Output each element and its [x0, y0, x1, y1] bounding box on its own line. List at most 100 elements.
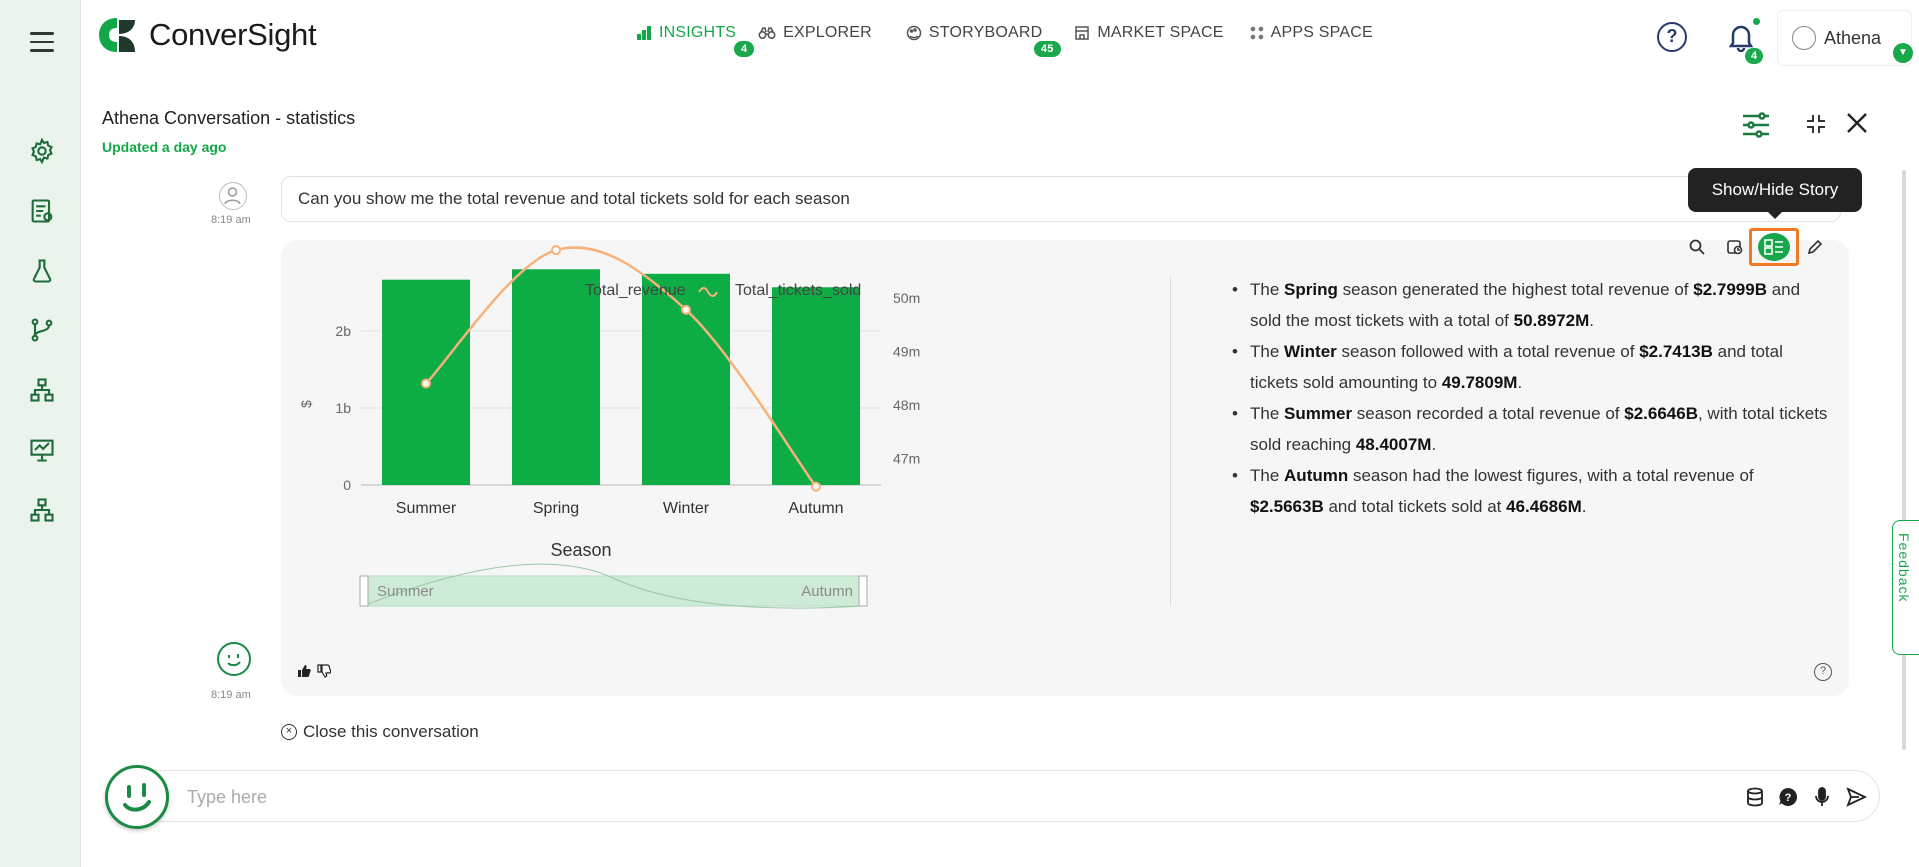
y2-tick-label: 48m	[893, 397, 920, 413]
story-highlight: 46.4686M	[1506, 497, 1582, 516]
question-time: 8:19 am	[211, 214, 251, 226]
chat-input[interactable]	[187, 783, 1687, 811]
hierarchy-icon[interactable]	[28, 376, 56, 404]
presentation-icon[interactable]	[28, 436, 56, 464]
close-conversation-label: Close this conversation	[303, 722, 479, 741]
nav-badge: 45	[1033, 41, 1061, 57]
chat-input-bar	[110, 770, 1880, 822]
story-text: season followed with a total revenue of	[1336, 342, 1640, 361]
binoculars-icon	[758, 27, 776, 40]
x-axis-label: Season	[550, 540, 611, 560]
story-item: The Spring season generated the highest …	[1232, 274, 1832, 336]
story-text: The	[1250, 466, 1285, 485]
story-text: season had the lowest figures, with a to…	[1348, 466, 1754, 485]
help-circle-icon[interactable]: ?	[1814, 663, 1832, 681]
story-highlight: Autumn	[1284, 466, 1349, 485]
nav-apps-space[interactable]: APPS SPACE	[1250, 24, 1373, 42]
story-item: The Winter season followed with a total …	[1232, 336, 1832, 398]
story-highlight: Summer	[1284, 404, 1353, 423]
feedback-tab[interactable]: Feedback	[1892, 520, 1919, 655]
bar-spring	[512, 269, 600, 485]
nav-badge: 4	[734, 41, 755, 57]
assistant-logo-icon[interactable]	[105, 765, 169, 829]
story-highlight: Winter	[1284, 342, 1337, 361]
nav-label: INSIGHTS	[659, 24, 737, 41]
story-list: The Spring season generated the highest …	[1232, 274, 1832, 522]
y-tick-label: 0	[343, 477, 351, 493]
send-icon[interactable]	[1845, 786, 1867, 808]
org-chart-icon[interactable]	[28, 496, 56, 524]
top-bar: ConverSight INSIGHTS 4 EXPLORER STORYBOA…	[81, 0, 1919, 80]
show-hide-story-button[interactable]	[1749, 228, 1799, 266]
legend-swatch-tickets	[698, 287, 718, 297]
nav-insights[interactable]: INSIGHTS 4	[636, 24, 755, 57]
question-chat-icon[interactable]: ?	[1777, 786, 1799, 808]
grid-icon	[1250, 26, 1263, 40]
legend-label-revenue: Total_revenue	[585, 282, 686, 299]
thumbs-down-icon[interactable]	[317, 664, 331, 678]
nav-storyboard[interactable]: STORYBOARD 45	[906, 24, 1061, 57]
nav-label: EXPLORER	[783, 24, 872, 41]
brand-logo[interactable]: ConverSight	[95, 14, 317, 56]
flask-icon[interactable]	[28, 257, 56, 285]
range-slider-handle-right	[858, 575, 868, 607]
story-text: The	[1250, 280, 1285, 299]
database-icon[interactable]	[1744, 786, 1766, 808]
user-avatar-icon	[219, 182, 247, 210]
story-panel: The Spring season generated the highest …	[1232, 274, 1832, 522]
tickets-point-autumn	[811, 481, 821, 492]
x-tick-label: Autumn	[788, 500, 843, 517]
story-item: The Summer season recorded a total reven…	[1232, 398, 1832, 460]
conversight-logo-icon	[99, 18, 135, 52]
tickets-point-summer	[421, 378, 431, 389]
notification-button[interactable]: 4	[1727, 18, 1764, 64]
chevron-down-icon[interactable]: ▼	[1893, 43, 1913, 63]
range-slider-handle-left	[359, 575, 369, 607]
y-tick-label: 2b	[335, 323, 351, 339]
story-text: .	[1431, 435, 1437, 454]
edit-pencil-icon[interactable]	[1800, 232, 1830, 262]
story-text: The	[1250, 342, 1285, 361]
story-text: The	[1250, 404, 1285, 423]
report-icon[interactable]	[28, 197, 56, 225]
minimize-icon[interactable]	[1805, 113, 1827, 135]
close-conversation-link[interactable]: × Close this conversation	[281, 722, 479, 742]
y2-tick-label: 50m	[893, 290, 920, 306]
branch-icon[interactable]	[28, 316, 56, 344]
story-highlight: 49.7809M	[1441, 373, 1518, 392]
search-icon[interactable]	[1682, 232, 1712, 262]
main-nav: INSIGHTS 4 EXPLORER STORYBOARD 45 MARKET…	[636, 24, 1395, 57]
legend-swatch-revenue	[563, 285, 573, 295]
story-text: season generated the highest total reven…	[1337, 280, 1694, 299]
y2-tick-label: 47m	[893, 450, 920, 466]
help-button[interactable]: ?	[1657, 22, 1687, 52]
scrollbar[interactable]	[1902, 170, 1906, 750]
nav-explorer[interactable]: EXPLORER	[758, 24, 872, 42]
question-bubble: Can you show me the total revenue and to…	[281, 176, 1841, 222]
story-text: and total tickets sold at	[1323, 497, 1507, 516]
notification-dot	[1753, 18, 1760, 25]
dataset-icon[interactable]	[1720, 232, 1750, 262]
thumbs-up-icon[interactable]	[297, 664, 311, 678]
combo-chart: 0 1b 2b $47m 48m 49m 50m Summer Spring Winter Autu…	[298, 245, 920, 609]
user-menu[interactable]: Athena ▼	[1777, 10, 1913, 66]
story-text: and sold the most tickets with a total o…	[1250, 280, 1801, 330]
conversation-title: Athena Conversation - statistics	[102, 108, 356, 128]
nav-label: APPS SPACE	[1270, 24, 1373, 41]
y2-tick-label: 49m	[893, 343, 920, 359]
y-axis-label: $	[298, 400, 314, 408]
palette-icon	[906, 25, 922, 41]
story-text: , with total tickets sold reaching	[1250, 404, 1828, 454]
nav-market-space[interactable]: MARKET SPACE	[1074, 24, 1223, 42]
store-icon	[1075, 26, 1090, 40]
x-tick-label: Summer	[396, 500, 457, 517]
hamburger-icon[interactable]	[30, 32, 54, 54]
settings-icon[interactable]	[28, 137, 56, 165]
filter-sliders-icon[interactable]	[1741, 112, 1771, 138]
story-highlight: $2.5663B	[1250, 497, 1324, 516]
close-circle-icon: ×	[281, 724, 297, 740]
close-icon[interactable]	[1845, 111, 1869, 135]
microphone-icon[interactable]	[1811, 786, 1833, 808]
range-slider-preview	[362, 563, 864, 609]
